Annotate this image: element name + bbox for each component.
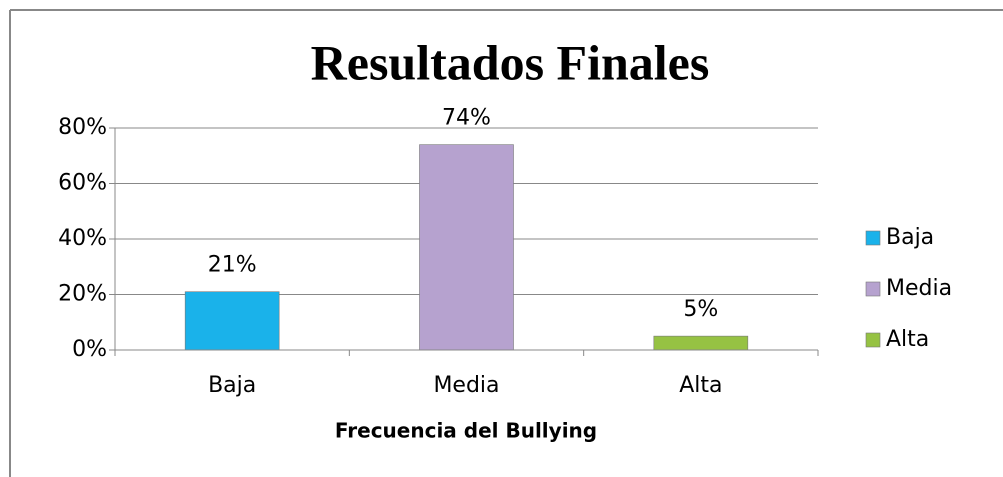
x-tick-label: Alta bbox=[679, 373, 722, 398]
x-tick-label: Media bbox=[433, 373, 499, 398]
legend-swatch bbox=[865, 281, 881, 297]
legend-swatch bbox=[865, 230, 881, 246]
legend-label: Alta bbox=[886, 327, 929, 352]
legend-label: Baja bbox=[886, 225, 934, 250]
y-tick-label: 80% bbox=[58, 115, 107, 140]
bar bbox=[419, 144, 514, 351]
value-label: 5% bbox=[683, 297, 718, 322]
x-tick-label: Baja bbox=[208, 373, 256, 398]
bar bbox=[653, 335, 749, 351]
legend-swatch bbox=[865, 332, 881, 348]
x-axis-title: Frecuencia del Bullying bbox=[335, 419, 597, 443]
y-tick-label: 20% bbox=[58, 282, 107, 307]
value-label: 21% bbox=[208, 253, 257, 278]
y-tick-label: 60% bbox=[58, 171, 107, 196]
y-tick-label: 0% bbox=[72, 337, 107, 362]
chart-title: Resultados Finales bbox=[311, 34, 710, 90]
legend-label: Media bbox=[886, 276, 952, 301]
value-label: 74% bbox=[442, 106, 491, 131]
y-tick-label: 40% bbox=[58, 226, 107, 251]
bar bbox=[184, 291, 280, 351]
